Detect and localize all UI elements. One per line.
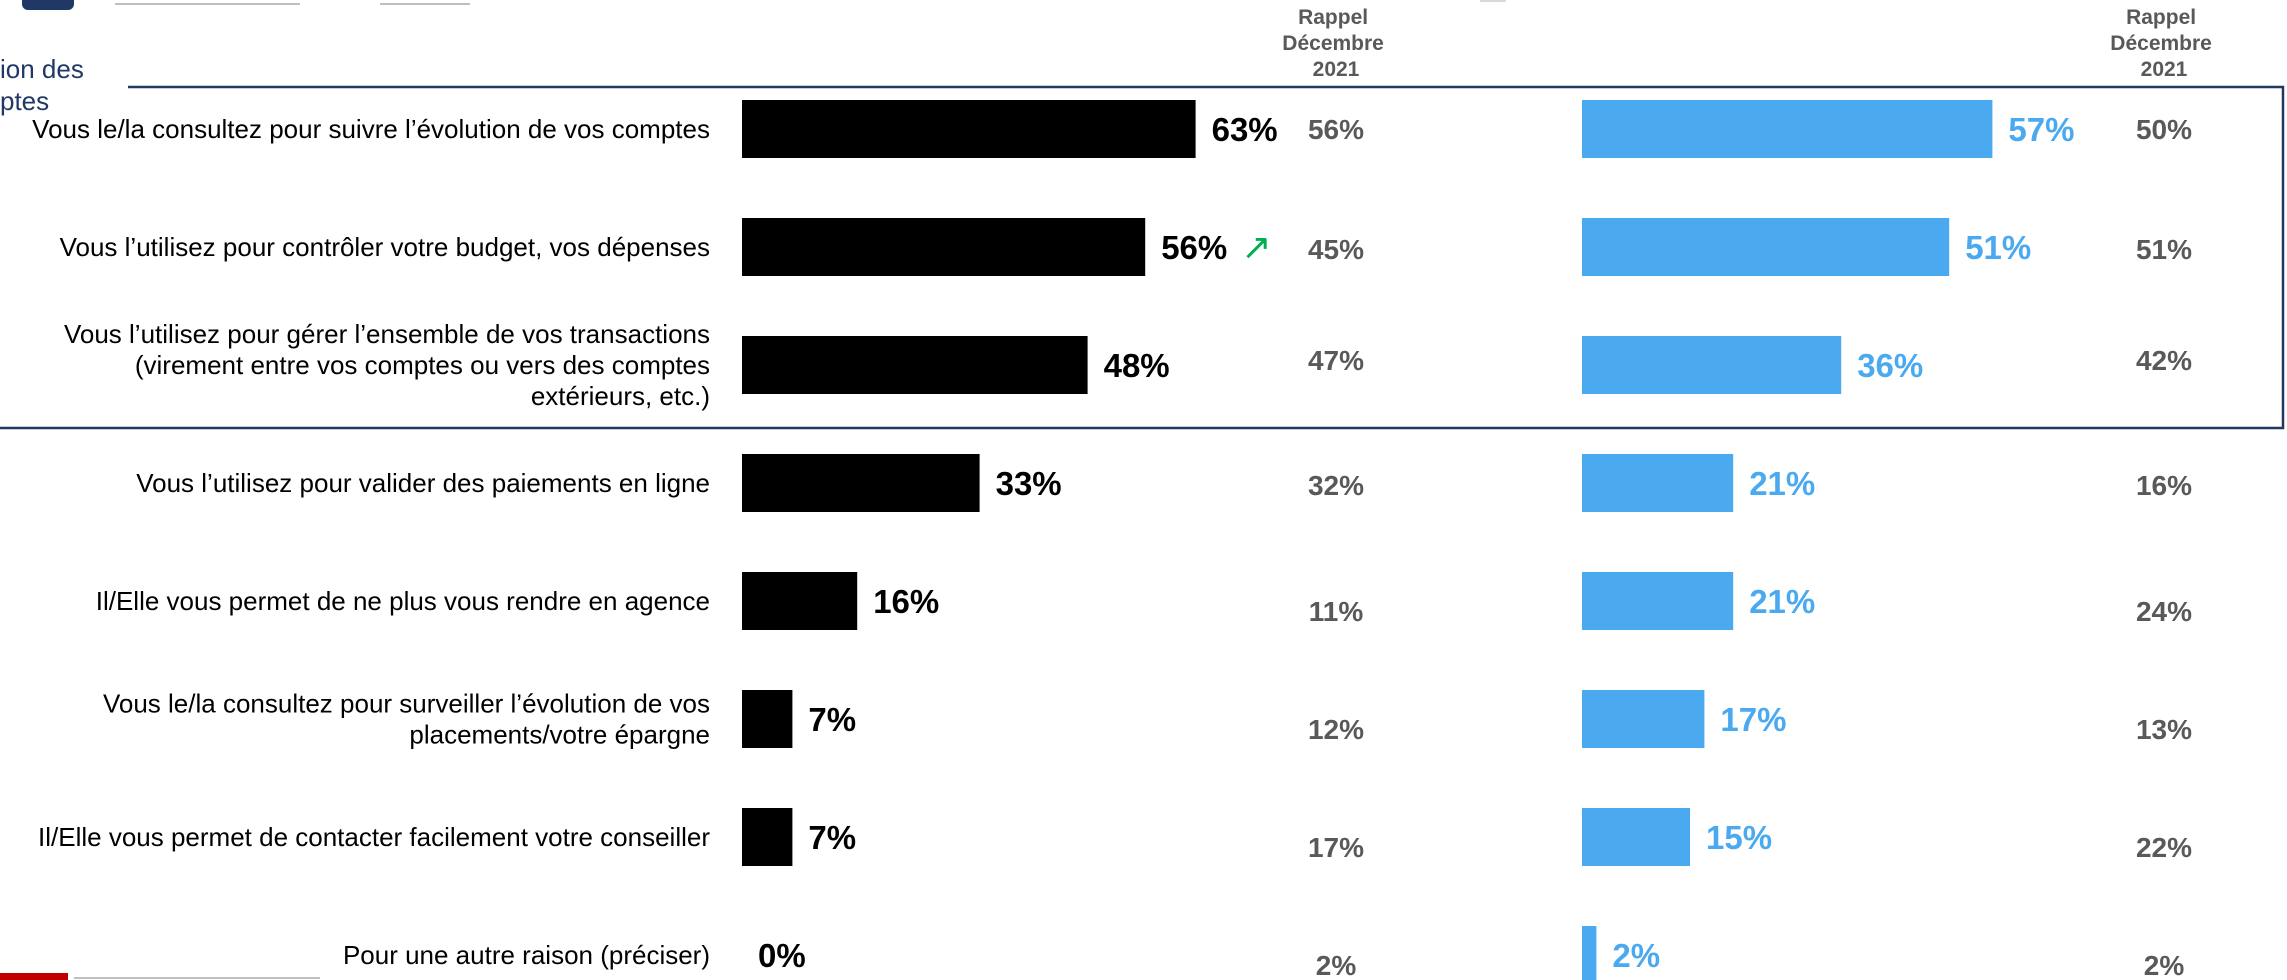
bar-left-value-label: 16% (873, 583, 939, 620)
rappel-left-value: 56% (1308, 114, 1364, 145)
chart-rows: Vous le/la consultez pour suivre l’évolu… (32, 100, 2192, 980)
rappel-left-value: 12% (1308, 714, 1364, 745)
bottom-left-logo (0, 973, 68, 980)
rappel-header-left: Rappel Décembre 2021 (1282, 6, 1389, 81)
significant-up-arrow-icon: ↗ (1241, 227, 1271, 268)
rappel-left-value: 2% (1316, 950, 1357, 980)
category-label: Pour une autre raison (préciser) (343, 940, 710, 970)
rappel-right-value: 22% (2136, 832, 2192, 863)
highlight-box (0, 85, 2285, 430)
bar-left-value-label: 63% (1212, 111, 1278, 148)
group-label-line-1: ion des (0, 54, 84, 84)
rappel-header-left-line-1: Rappel (1298, 6, 1368, 29)
category-label-line: extérieurs, etc.) (531, 381, 710, 411)
category-label-line: (virement entre vos comptes ou vers des … (135, 350, 710, 380)
rappel-left-value: 47% (1308, 345, 1364, 376)
category-label-line: Il/Elle vous permet de contacter facilem… (38, 822, 710, 852)
bar-left-value-label: 56% (1161, 229, 1227, 266)
category-label-line: Vous le/la consultez pour surveiller l’é… (103, 689, 710, 719)
bar-left-value-label: 48% (1104, 347, 1170, 384)
rappel-right-value: 13% (2136, 714, 2192, 745)
bar-right-value-label: 21% (1749, 583, 1815, 620)
bar-left (742, 336, 1088, 394)
rappel-left-value: 11% (1309, 596, 1364, 627)
bar-right (1582, 100, 1993, 158)
rappel-header-left-line-3: 2021 (1313, 58, 1360, 81)
rappel-left-value: 32% (1308, 470, 1364, 501)
bar-right (1582, 454, 1734, 512)
bar-right-value-label: 51% (1965, 229, 2031, 266)
rappel-header-right: Rappel Décembre 2021 (2110, 6, 2217, 81)
category-label: Il/Elle vous permet de ne plus vous rend… (96, 586, 710, 616)
category-label-line: Vous l’utilisez pour valider des paiemen… (136, 468, 710, 498)
bar-left-value-label: 0% (758, 937, 806, 974)
category-label: Vous l’utilisez pour valider des paiemen… (136, 468, 710, 498)
category-label: Il/Elle vous permet de contacter facilem… (38, 822, 710, 852)
bar-right-value-label: 57% (2008, 111, 2074, 148)
rappel-right-value: 42% (2136, 345, 2192, 376)
bar-right-value-label: 21% (1749, 465, 1815, 502)
rappel-right-value: 51% (2136, 234, 2192, 265)
rappel-right-value: 2% (2144, 950, 2185, 980)
bar-right (1582, 690, 1705, 748)
bar-left-value-label: 33% (996, 465, 1062, 502)
bar-right (1582, 218, 1950, 276)
rappel-header-left-line-2: Décembre (1282, 32, 1384, 55)
category-label-line: Vous le/la consultez pour suivre l’évolu… (32, 114, 710, 144)
bar-right (1582, 926, 1597, 980)
rappel-right-value: 24% (2136, 596, 2192, 627)
bar-right (1582, 808, 1690, 866)
bar-right-value-label: 17% (1720, 701, 1786, 738)
bar-left (742, 100, 1196, 158)
rappel-header-right-line-3: 2021 (2141, 58, 2188, 81)
category-label-line: placements/votre épargne (409, 720, 710, 750)
bar-left (742, 808, 793, 866)
bar-left-value-label: 7% (808, 819, 856, 856)
category-label-line: Pour une autre raison (préciser) (343, 940, 710, 970)
rappel-header-right-line-2: Décembre (2110, 32, 2212, 55)
group-label-line-2: ptes (0, 86, 49, 116)
category-label: Vous le/la consultez pour surveiller l’é… (103, 689, 710, 750)
category-label: Vous l’utilisez pour gérer l’ensemble de… (64, 319, 710, 411)
category-label-line: Il/Elle vous permet de ne plus vous rend… (96, 586, 710, 616)
top-left-icon (22, 0, 74, 10)
rappel-right-value: 16% (2136, 470, 2192, 501)
category-label: Vous le/la consultez pour suivre l’évolu… (32, 114, 710, 144)
bar-left (742, 690, 793, 748)
rappel-header-right-line-1: Rappel (2126, 6, 2196, 29)
bar-right-value-label: 2% (1612, 937, 1660, 974)
category-label-line: Vous l’utilisez pour contrôler votre bud… (60, 232, 710, 262)
category-label: Vous l’utilisez pour contrôler votre bud… (60, 232, 710, 262)
category-label-line: Vous l’utilisez pour gérer l’ensemble de… (64, 319, 710, 349)
bar-right (1582, 336, 1842, 394)
rappel-left-value: 45% (1308, 234, 1364, 265)
bar-right-value-label: 36% (1857, 347, 1923, 384)
bar-right-value-label: 15% (1706, 819, 1772, 856)
rappel-right-value: 50% (2136, 114, 2192, 145)
rappel-left-value: 17% (1308, 832, 1364, 863)
bar-left (742, 218, 1146, 276)
bar-left-value-label: 7% (808, 701, 856, 738)
group-label: ion des ptes (0, 54, 91, 116)
bar-left (742, 454, 980, 512)
top-legend-swatch (1480, 0, 1506, 2)
bar-right (1582, 572, 1734, 630)
bar-left (742, 572, 858, 630)
